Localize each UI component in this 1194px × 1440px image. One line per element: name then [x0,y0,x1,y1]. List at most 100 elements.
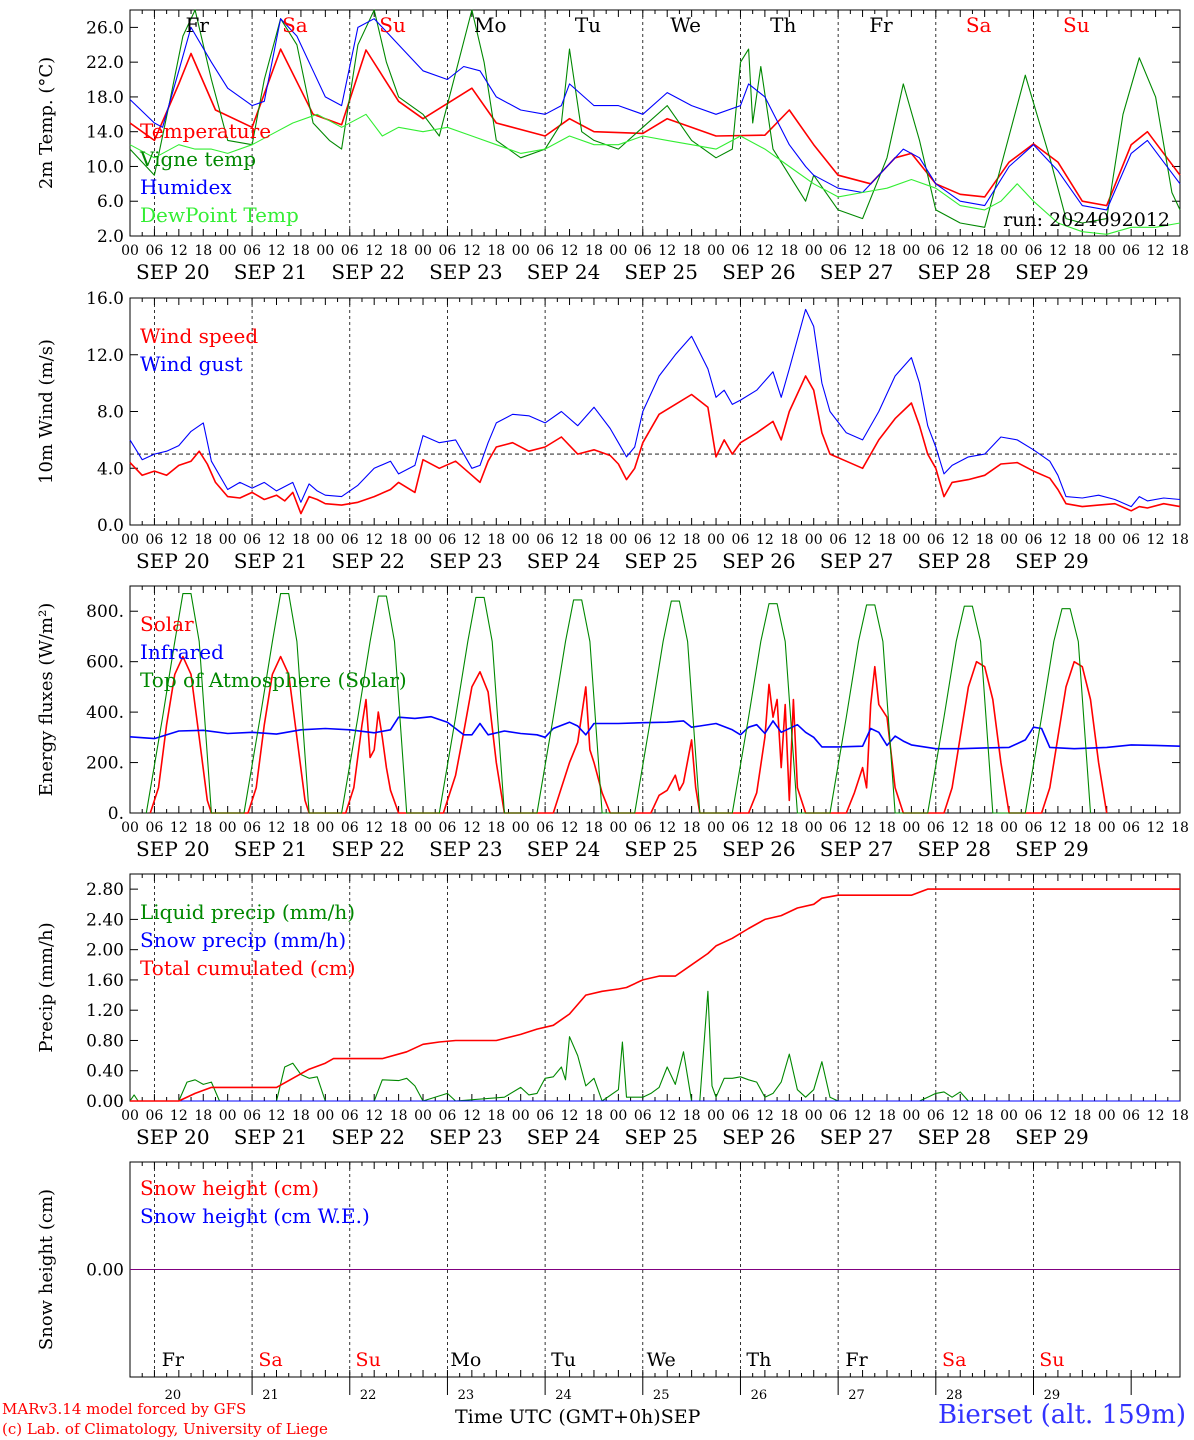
panel-1 [129,9,1181,237]
series-line [129,715,1181,750]
hour-label: 00 [805,243,823,259]
hour-label: 12 [365,532,383,548]
weekday-label: Mo [474,13,507,37]
hour-label: 18 [292,532,310,548]
hour-label: 18 [194,532,212,548]
date-label: SEP 21 [234,549,308,573]
weekday-label: Fr [845,1349,868,1371]
weekday-label: Tu [551,1349,576,1371]
hour-label: 00 [902,820,920,836]
hour-label: 12 [268,243,286,259]
panel-5 [129,1161,1181,1395]
legend-entry: Liquid precip (mm/h) [140,900,355,924]
date-label: SEP 26 [722,837,796,861]
y-axis-label: Precip (mm/h) [36,922,57,1052]
series-line [129,990,969,1102]
series-line [149,655,1108,814]
hour-label: 18 [780,820,798,836]
date-label: SEP 22 [331,837,405,861]
date-label: SEP 23 [429,549,503,573]
hour-label: 06 [1122,820,1140,836]
legend-entry: Humidex [140,175,232,199]
date-label: SEP 28 [917,1125,991,1149]
hour-label: 12 [658,532,676,548]
hour-label: 06 [536,820,554,836]
hour-label: 06 [732,1108,750,1124]
weekday-label: Fr [162,1349,185,1371]
hour-label: 06 [1122,532,1140,548]
hour-label: 00 [121,1108,139,1124]
weekday-label: Su [379,13,406,37]
hour-label: 06 [536,532,554,548]
date-label: SEP 25 [624,837,698,861]
hour-label: 00 [121,532,139,548]
y-tick-label: 14.0 [86,123,124,143]
weekday-label: Fr [186,13,210,37]
hour-label: 00 [805,1108,823,1124]
y-tick-label: 2.80 [86,880,124,900]
hour-label: 00 [609,820,627,836]
hour-label: 18 [683,243,701,259]
y-tick-label: 12.0 [86,346,124,366]
hour-label: 12 [268,1108,286,1124]
y-tick-label: 200. [86,754,124,774]
time-axis-label: Time UTC (GMT+0h) [455,1406,661,1428]
hour-label: 00 [414,532,432,548]
hour-label: 06 [1025,243,1043,259]
weekday-label: Su [1063,13,1090,37]
legend-entry: Snow precip (mm/h) [140,928,346,952]
legend-entry: Snow height (cm) [140,1176,319,1200]
date-label: SEP 29 [1015,837,1089,861]
hour-label: 00 [316,532,334,548]
hour-label: 18 [390,532,408,548]
date-label: SEP 22 [331,260,405,284]
date-label: SEP 24 [527,549,601,573]
weekday-label: Su [1039,1349,1064,1371]
y-tick-label: 26.0 [86,18,124,38]
hour-label: 18 [878,532,896,548]
weekday-label: Th [746,1349,771,1371]
legend-entry: Snow height (cm W.E.) [140,1204,370,1228]
series-line [129,375,1181,515]
hour-label: 18 [683,820,701,836]
hour-label: 12 [658,1108,676,1124]
hour-label: 00 [1098,243,1116,259]
hour-label: 00 [414,820,432,836]
hour-label: 12 [951,532,969,548]
date-label: SEP 23 [429,260,503,284]
hour-label: 12 [854,243,872,259]
date-label: SEP 25 [624,1125,698,1149]
hour-label: 12 [1147,820,1165,836]
hour-label: 06 [829,820,847,836]
hour-label: 00 [1000,243,1018,259]
hour-label: 12 [854,820,872,836]
y-tick-label: 6.0 [97,192,124,212]
hour-label: 06 [829,243,847,259]
hour-label: 18 [1171,1108,1189,1124]
y-tick-label: 0.00 [86,1261,124,1281]
hour-label: 00 [609,532,627,548]
hour-label: 12 [951,820,969,836]
weekday-label: Tu [575,13,601,37]
date-label: SEP 21 [234,837,308,861]
hour-label: 18 [585,820,603,836]
date-label: SEP 29 [1015,260,1089,284]
hour-label: 12 [463,243,481,259]
y-tick-label: 8.0 [97,403,124,423]
month-label: SEP [660,1406,701,1428]
day-number: 21 [262,1388,279,1403]
weekday-label: Sa [942,1349,966,1371]
day-number: 22 [360,1388,377,1403]
weekday-label: We [647,1349,676,1371]
hour-label: 06 [146,820,164,836]
hour-label: 06 [439,1108,457,1124]
hour-label: 00 [707,820,725,836]
hour-label: 00 [1098,1108,1116,1124]
legend-entry: Temperature [140,119,271,143]
weekday-label: Sa [966,13,992,37]
date-label: SEP 23 [429,837,503,861]
y-axis-label: 2m Temp. (°C) [36,57,57,189]
hour-label: 00 [414,1108,432,1124]
hour-label: 18 [390,820,408,836]
